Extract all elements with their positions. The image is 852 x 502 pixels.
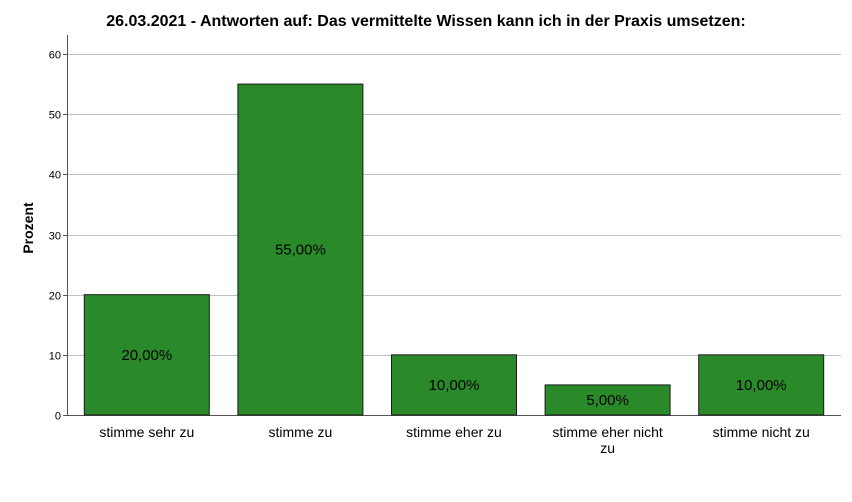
y-tick-label: 10 bbox=[49, 351, 61, 363]
bar bbox=[237, 83, 364, 416]
bar-value-label: 55,00% bbox=[275, 242, 326, 259]
x-category-label: stimme eher nicht zu bbox=[552, 424, 663, 456]
bar-value-label: 20,00% bbox=[121, 347, 172, 364]
bar bbox=[83, 294, 210, 416]
y-tick-label: 0 bbox=[55, 411, 61, 423]
y-tick-label: 60 bbox=[49, 50, 61, 62]
bar-value-label: 5,00% bbox=[586, 392, 629, 409]
category-labels: stimme sehr zu stimme zu stimme eher zu sti… bbox=[99, 424, 809, 456]
y-tick-label: 40 bbox=[49, 170, 61, 182]
y-tick-labels: 0 10 20 30 40 50 60 bbox=[49, 50, 61, 423]
y-tick-label: 50 bbox=[49, 110, 61, 122]
y-tick-label: 30 bbox=[49, 231, 61, 243]
bars bbox=[83, 83, 825, 416]
y-tick-label: 20 bbox=[49, 291, 61, 303]
x-category-label: stimme sehr zu bbox=[99, 424, 194, 440]
x-category-label: stimme eher zu bbox=[406, 424, 502, 440]
bar-value-label: 10,00% bbox=[736, 377, 787, 394]
bar bbox=[391, 354, 517, 416]
bar bbox=[544, 384, 671, 416]
bar-value-label: 10,00% bbox=[429, 377, 480, 394]
x-category-label: stimme nicht zu bbox=[713, 424, 810, 440]
bar bbox=[698, 354, 825, 416]
x-category-label: stimme zu bbox=[269, 424, 333, 440]
y-axis-title: Prozent bbox=[20, 202, 36, 254]
chart-title: 26.03.2021 - Antworten auf: Das vermitte… bbox=[106, 13, 746, 30]
bar-value-labels: 20,00% 55,00% 10,00% 5,00% 10,00% bbox=[121, 242, 786, 409]
